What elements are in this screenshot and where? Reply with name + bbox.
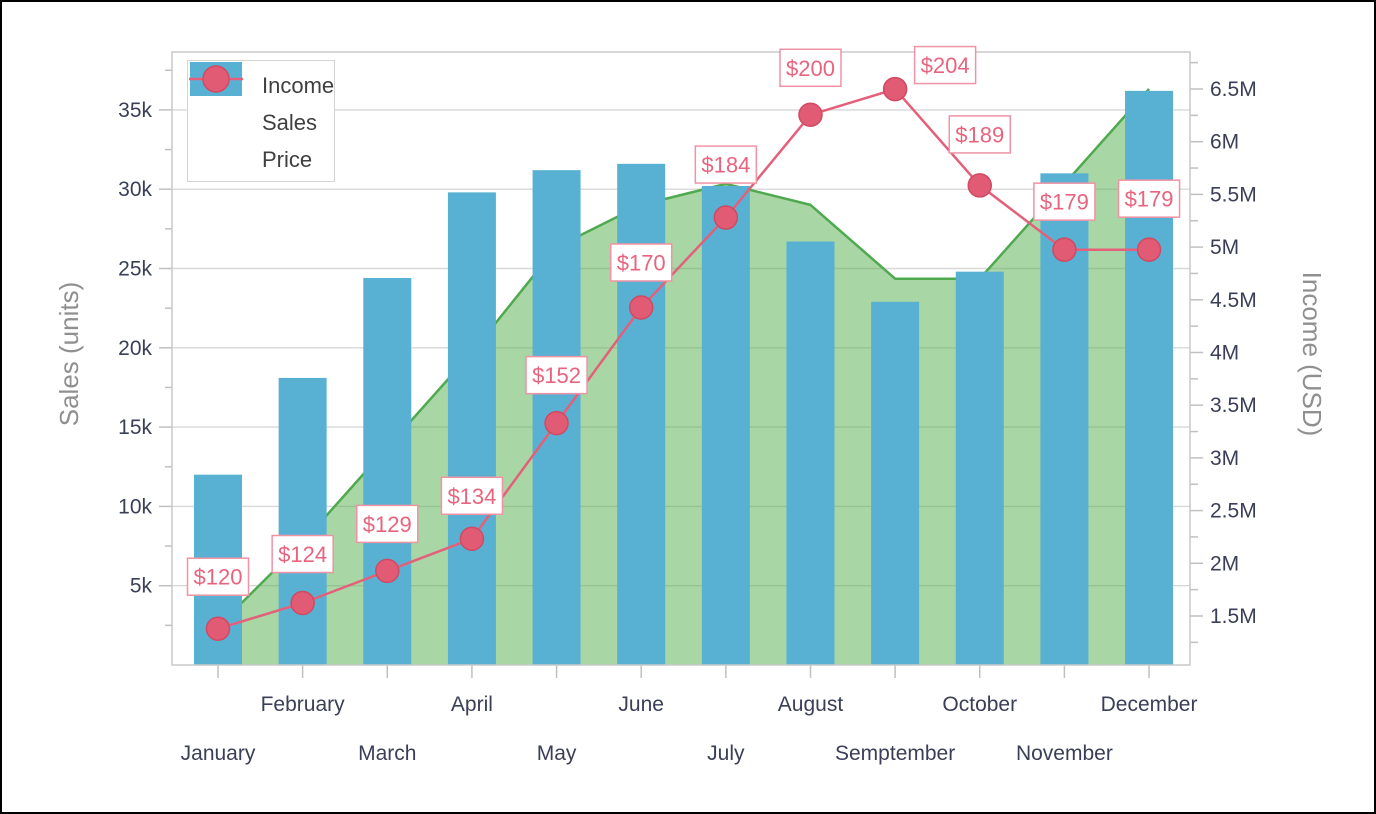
price-label-box: [694, 145, 758, 184]
price-label-text: $152: [532, 363, 581, 388]
axis-title-right: Income (USD): [1297, 272, 1327, 437]
tick-label-left: 30k: [118, 178, 152, 201]
sales-bar[interactable]: [701, 186, 750, 665]
tick-label-right: 4.5M: [1210, 289, 1257, 312]
price-marker[interactable]: [882, 76, 908, 102]
tick-label-right: 1.5M: [1210, 605, 1257, 628]
tick-label-left: 10k: [118, 495, 152, 518]
plot-border: [171, 51, 1191, 666]
price-label-box: [913, 45, 977, 85]
price-label-box: [609, 243, 673, 282]
tick-label-right: 4M: [1210, 341, 1239, 364]
price-label-box: [948, 115, 1012, 154]
tick-label-left: 35k: [118, 99, 152, 122]
price-label-text: $200: [786, 56, 835, 81]
month-label: November: [1016, 742, 1113, 765]
price-marker[interactable]: [967, 173, 993, 198]
price-marker[interactable]: [628, 295, 654, 320]
month-label: January: [181, 742, 256, 765]
price-marker[interactable]: [375, 558, 400, 584]
price-marker[interactable]: [1136, 237, 1162, 262]
price-label-text: $134: [447, 484, 496, 509]
tick-label-right: 3.5M: [1210, 394, 1257, 417]
price-marker-icon: [189, 65, 256, 178]
price-label-box: [440, 476, 504, 516]
price-label-box: [1033, 182, 1096, 221]
price-label-text: $179: [1040, 190, 1089, 215]
price-marker[interactable]: [290, 590, 315, 616]
sales-bar[interactable]: [786, 241, 835, 665]
month-label: February: [261, 693, 346, 716]
price-marker[interactable]: [1052, 237, 1077, 262]
tick-label-right: 5.5M: [1210, 183, 1257, 206]
price-line: [217, 87, 1150, 630]
price-marker[interactable]: [459, 526, 485, 552]
month-label: December: [1101, 693, 1198, 716]
tick-label-right: 6M: [1210, 131, 1239, 154]
price-label-text: $124: [278, 542, 327, 567]
sales-bar[interactable]: [871, 301, 920, 665]
month-label: March: [358, 742, 416, 765]
tick-label-left: 20k: [118, 337, 152, 360]
month-label: Semptember: [835, 742, 955, 765]
tick-label-left: 25k: [118, 257, 152, 280]
price-marker[interactable]: [798, 102, 823, 128]
income-area[interactable]: [218, 89, 1150, 665]
tick-label-right: 2.5M: [1210, 500, 1257, 523]
tick-label-left: 15k: [118, 416, 152, 439]
legend-label-income: Income: [262, 72, 335, 98]
sales-bar[interactable]: [447, 192, 496, 665]
sales-square-icon: [190, 62, 256, 141]
month-label: June: [618, 693, 664, 716]
legend-label-sales: Sales: [262, 109, 318, 135]
sales-bar[interactable]: [363, 278, 412, 665]
legend-item-sales[interactable]: Sales: [190, 62, 334, 141]
month-label: August: [778, 693, 844, 716]
price-label-box: [1117, 179, 1181, 218]
tick-label-left: 5k: [130, 575, 153, 598]
legend: Income Sales Price: [187, 60, 335, 182]
price-label-box: [271, 534, 334, 574]
sales-bar[interactable]: [955, 271, 1004, 665]
price-label-text: $179: [1125, 187, 1174, 212]
sales-bar[interactable]: [1125, 90, 1174, 666]
price-marker[interactable]: [713, 205, 739, 230]
price-label-box: [186, 557, 250, 596]
tick-label-right: 5M: [1210, 236, 1239, 259]
price-marker[interactable]: [205, 616, 231, 641]
price-label-text: $129: [363, 512, 412, 537]
tick-label-right: 3M: [1210, 447, 1239, 470]
price-label-box: [356, 504, 419, 544]
legend-label-price: Price: [262, 146, 313, 172]
price-marker[interactable]: [544, 410, 569, 436]
tick-label-right: 6.5M: [1210, 78, 1257, 101]
price-label-text: $204: [921, 53, 970, 78]
price-label-text: $189: [955, 122, 1004, 147]
month-label: July: [707, 742, 745, 765]
price-label-text: $170: [617, 250, 666, 275]
sales-bar[interactable]: [617, 163, 666, 665]
price-label-box: [779, 48, 842, 88]
month-label: April: [451, 693, 493, 716]
month-label: May: [537, 742, 577, 765]
price-label-box: [525, 355, 588, 395]
price-label-text: $120: [194, 565, 243, 590]
axis-title-left: Sales (units): [54, 282, 84, 427]
price-label-text: $184: [701, 153, 750, 178]
tick-label-right: 2M: [1210, 552, 1239, 575]
month-label: October: [942, 693, 1017, 716]
legend-item-price[interactable]: Price: [189, 65, 334, 178]
sales-bar[interactable]: [278, 377, 327, 665]
